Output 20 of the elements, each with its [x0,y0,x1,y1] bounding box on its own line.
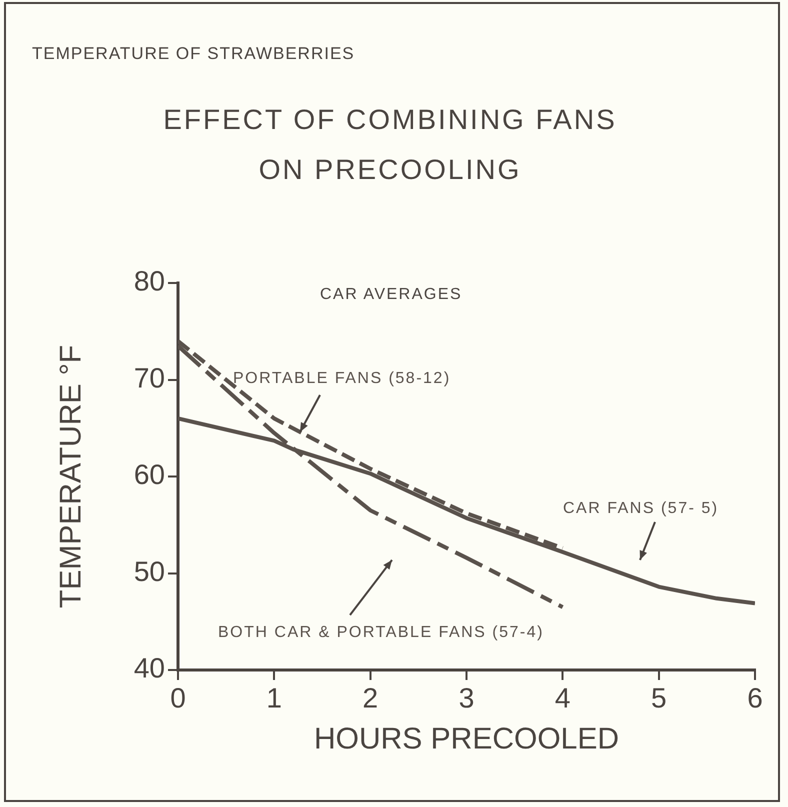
series-label: PORTABLE FANS (58-12) [233,370,451,388]
x-tick-label: 6 [747,682,763,714]
x-tick-label: 4 [554,682,570,714]
y-tick-label: 50 [134,556,165,587]
x-axis-title: HOURS PRECOOLED [314,722,620,756]
y-tick-label: 70 [134,362,165,394]
x-tick-label: 3 [458,682,474,714]
y-axis-title: TEMPERATURE °F [54,344,88,608]
y-tick-label: 60 [134,459,165,490]
x-tick-label: 1 [266,682,282,714]
text: CAR FANS (57- 5) [563,500,719,518]
chart-subtitle: TEMPERATURE OF STRAWBERRIES [32,44,355,64]
series-label: BOTH CAR & PORTABLE FANS (57-4) [218,624,544,642]
y-tick-label: 80 [134,266,165,297]
chart-title: EFFECT OF COMBINING FANS ON PRECOOLING [162,103,618,187]
x-tick-label: 2 [362,682,378,714]
annotation: CAR AVERAGES [320,286,462,304]
x-tick-label: 0 [170,682,186,714]
x-tick-label: 5 [651,682,667,714]
y-tick-label: 40 [134,652,165,684]
